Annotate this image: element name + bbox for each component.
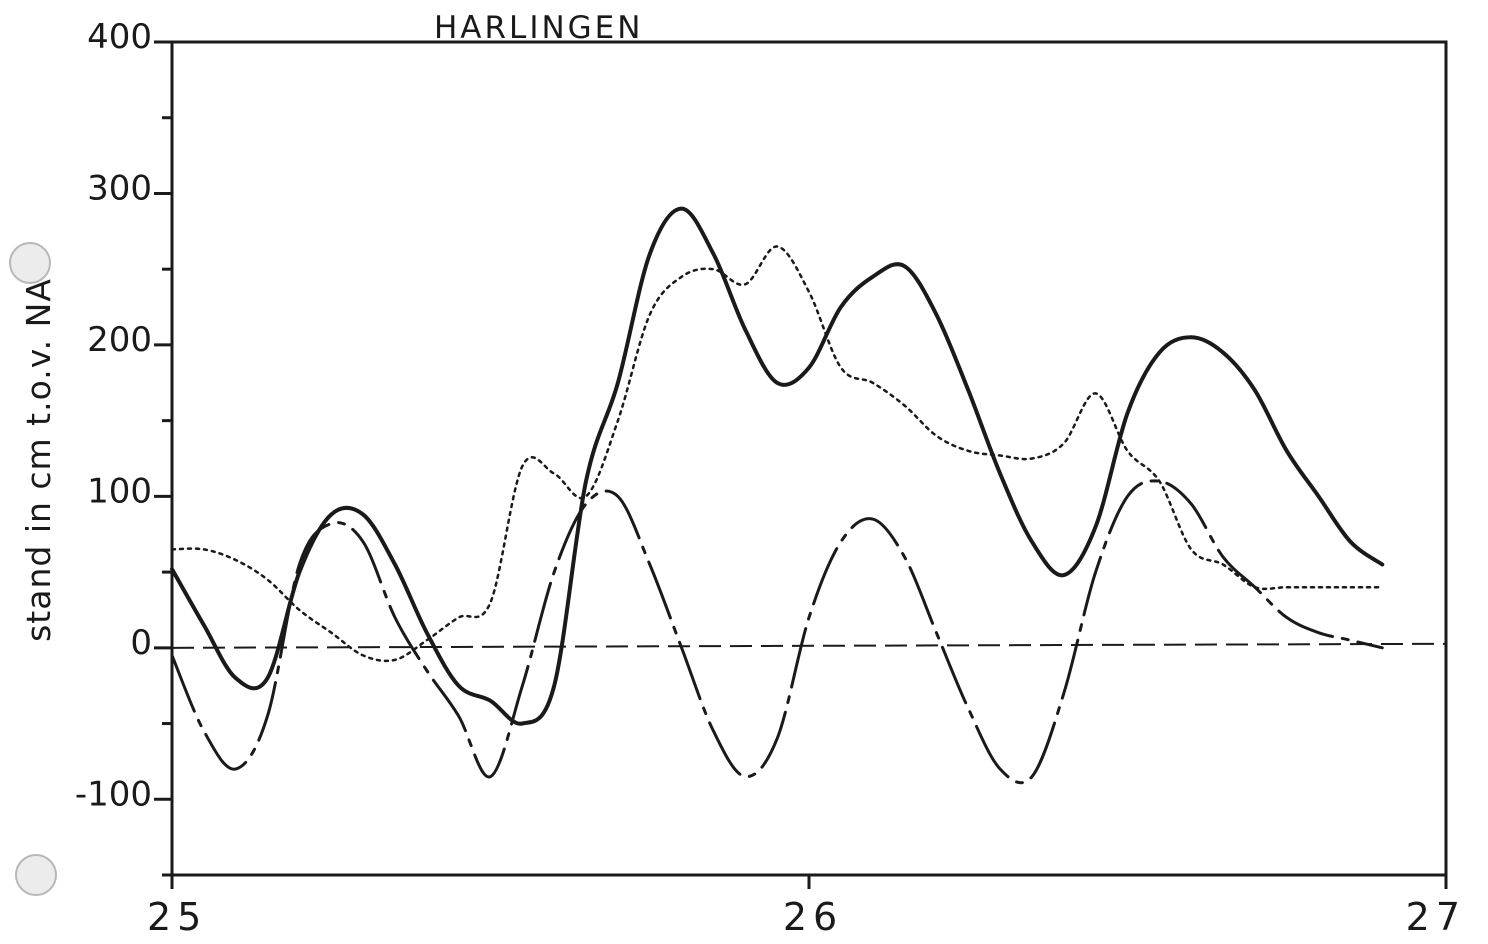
x-tick-label: 25 bbox=[147, 895, 207, 939]
y-tick-label: 400 bbox=[87, 17, 152, 57]
x-tick-label: 27 bbox=[1406, 895, 1466, 939]
y-tick-label: 300 bbox=[87, 168, 152, 208]
series-line-dotted bbox=[170, 245, 1384, 663]
zero-reference-line bbox=[171, 642, 1447, 649]
punch-hole-top bbox=[9, 242, 51, 284]
y-tick-label: -100 bbox=[75, 774, 152, 814]
punch-hole-bottom bbox=[15, 854, 57, 896]
axes-layer: -100 0 100 200 300 400 25 26 27 bbox=[75, 17, 1466, 939]
series-line-dash-dot bbox=[170, 479, 1384, 785]
y-tick-label: 0 bbox=[130, 623, 152, 663]
series-line-solid bbox=[170, 206, 1385, 726]
series-layer bbox=[170, 206, 1385, 785]
x-tick-label: 26 bbox=[783, 895, 843, 939]
y-tick-label: 200 bbox=[87, 320, 152, 360]
y-axis-label: stand in cm t.o.v. NA bbox=[19, 278, 58, 642]
y-tick-label: 100 bbox=[87, 471, 152, 511]
plot-frame bbox=[170, 40, 1448, 877]
chart-title: HARLINGEN bbox=[434, 10, 643, 46]
